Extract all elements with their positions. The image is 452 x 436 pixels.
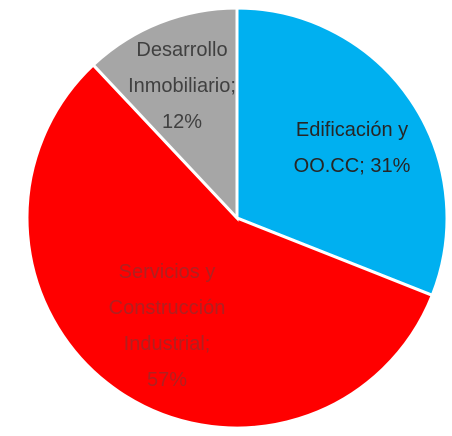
label-category: Edificación y OO.CC [293, 119, 409, 177]
data-label: Edificación y OO.CC; 31% [277, 112, 427, 184]
label-value: 57% [146, 369, 188, 391]
pie-slice [91, 6, 239, 222]
pie-slice [25, 62, 435, 430]
data-label: Desarrollo Inmobiliario; 12% [112, 32, 252, 140]
data-label: Servicios y Construcción Industrial; 57% [103, 254, 231, 398]
label-value: 31% [370, 155, 411, 177]
pie-slice [235, 6, 449, 298]
label-separator: ; [230, 75, 236, 97]
label-separator: ; [359, 155, 365, 177]
label-category: Servicios y Construcción Industrial [108, 261, 226, 355]
label-category: Desarrollo Inmobiliario [128, 39, 231, 97]
label-separator: ; [204, 333, 211, 355]
label-value: 12% [161, 111, 203, 133]
